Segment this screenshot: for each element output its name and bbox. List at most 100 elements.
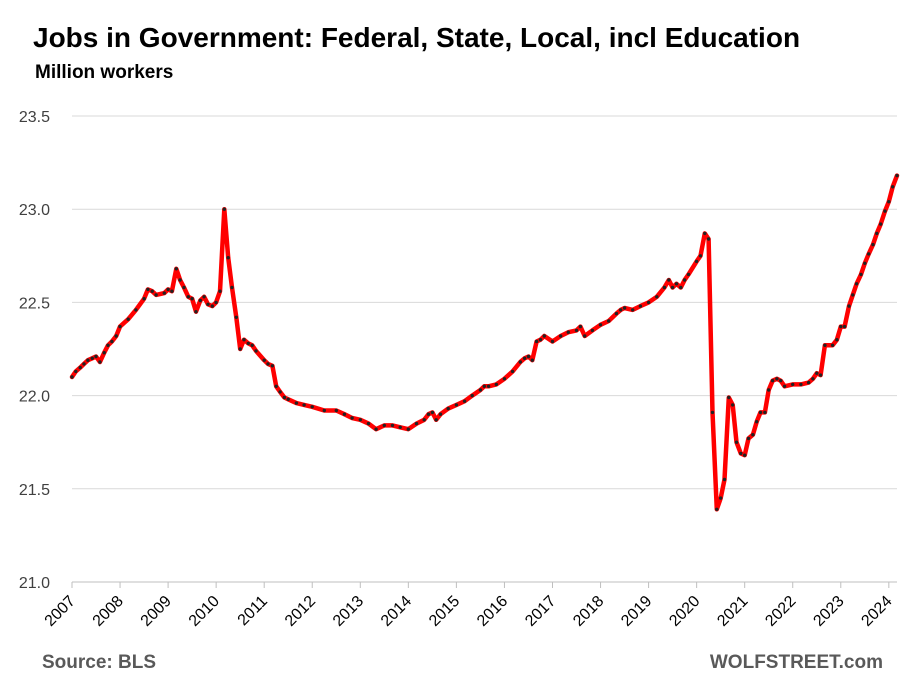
- data-point: [194, 310, 198, 314]
- data-point: [703, 231, 707, 236]
- data-point: [382, 423, 386, 428]
- x-tick-label: 2016: [474, 593, 511, 630]
- data-point: [322, 408, 326, 413]
- data-point: [222, 207, 226, 211]
- y-tick-label: 22.0: [19, 389, 50, 406]
- data-point: [522, 356, 527, 360]
- data-point: [94, 354, 98, 359]
- data-point: [334, 408, 338, 413]
- data-point: [86, 358, 90, 362]
- data-point: [470, 393, 474, 398]
- series-line: [69, 173, 900, 512]
- data-point: [682, 278, 687, 282]
- data-point: [895, 173, 899, 178]
- data-point: [150, 289, 154, 293]
- chart-title: Jobs in Government: Federal, State, Loca…: [33, 22, 801, 53]
- data-point: [266, 362, 270, 366]
- data-point: [871, 242, 875, 247]
- data-point: [274, 384, 278, 388]
- data-point: [486, 384, 491, 388]
- data-point: [614, 311, 619, 316]
- data-point: [430, 410, 435, 415]
- data-point: [694, 259, 699, 264]
- data-point: [710, 410, 715, 415]
- data-point: [619, 308, 623, 312]
- data-point: [278, 390, 282, 394]
- data-point: [851, 293, 855, 297]
- y-tick-label: 21.5: [19, 482, 50, 499]
- data-point: [779, 379, 783, 383]
- data-point: [478, 388, 483, 392]
- data-point: [727, 395, 731, 400]
- data-point: [622, 306, 627, 310]
- data-point: [550, 339, 555, 344]
- x-tick-label: 2019: [618, 593, 655, 630]
- x-tick-label: 2021: [714, 593, 751, 630]
- data-point: [823, 343, 827, 347]
- data-point: [262, 358, 266, 362]
- data-point: [106, 343, 110, 347]
- data-point: [859, 272, 863, 277]
- data-point: [847, 304, 851, 308]
- data-point: [426, 412, 431, 416]
- data-point: [374, 427, 378, 431]
- data-point: [590, 328, 595, 333]
- data-point: [755, 420, 759, 424]
- data-point: [118, 324, 122, 329]
- data-point: [234, 315, 238, 319]
- data-point: [438, 412, 443, 416]
- x-tick-label: 2014: [378, 593, 415, 630]
- gridlines: [72, 115, 897, 490]
- data-point: [110, 339, 114, 344]
- x-tick-label: 2011: [235, 593, 271, 629]
- data-point: [715, 507, 719, 511]
- data-point: [863, 261, 867, 265]
- data-point: [202, 295, 206, 299]
- data-point: [218, 289, 222, 293]
- x-axis: [71, 581, 897, 588]
- x-tick-label: 2010: [186, 593, 223, 630]
- data-point: [667, 278, 671, 282]
- data-point: [891, 185, 895, 189]
- data-point: [883, 209, 887, 213]
- data-point: [770, 379, 775, 383]
- data-point: [538, 338, 543, 342]
- data-point: [818, 373, 823, 377]
- data-point: [366, 421, 371, 426]
- data-point: [534, 339, 539, 344]
- data-point: [78, 365, 82, 370]
- data-point: [162, 291, 166, 295]
- y-tick-label: 21.0: [19, 575, 50, 592]
- series: [69, 173, 900, 512]
- data-point: [186, 295, 190, 299]
- y-axis-labels: 21.0 21.5 22.0 22.5 23.0 23.5: [19, 109, 50, 592]
- data-point: [578, 324, 583, 329]
- data-point: [879, 222, 883, 226]
- data-point: [174, 267, 178, 271]
- data-point: [655, 295, 659, 299]
- data-point: [646, 300, 651, 305]
- data-point: [74, 369, 78, 374]
- data-point: [782, 384, 787, 388]
- data-point: [98, 360, 102, 364]
- data-point: [739, 451, 743, 456]
- x-tick-label: 2022: [762, 593, 799, 630]
- data-point: [230, 285, 234, 290]
- data-point: [454, 403, 459, 407]
- data-point: [839, 324, 843, 329]
- data-point: [398, 425, 402, 429]
- source-note: Source: BLS: [42, 652, 157, 673]
- x-tick-label: 2007: [42, 593, 79, 630]
- data-point: [182, 285, 186, 290]
- data-point: [559, 334, 563, 338]
- data-point: [390, 423, 395, 428]
- data-point: [206, 302, 210, 306]
- data-point: [414, 421, 419, 426]
- series-markers: [70, 173, 899, 511]
- data-point: [746, 436, 751, 441]
- x-tick-label: 2020: [666, 593, 703, 630]
- data-point: [210, 304, 214, 308]
- data-point: [598, 323, 603, 327]
- data-point: [731, 403, 735, 407]
- data-point: [791, 382, 795, 387]
